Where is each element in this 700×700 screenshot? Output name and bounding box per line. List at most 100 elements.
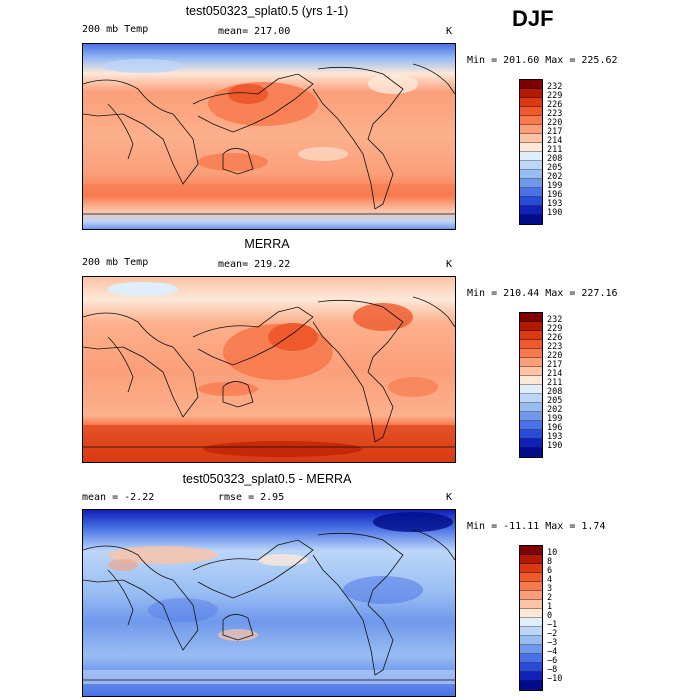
- colorbar-cell: [520, 170, 542, 179]
- colorbar-tick-label: 217: [547, 360, 563, 370]
- panel3-map-svg: [83, 510, 455, 696]
- colorbar-tick-label: 223: [547, 109, 563, 119]
- colorbar-tick-label: 226: [547, 100, 563, 110]
- colorbar-cell: [520, 80, 542, 89]
- panel1-colorbar: [519, 79, 543, 225]
- colorbar-cell: [520, 448, 542, 457]
- colorbar-cell: [520, 546, 542, 555]
- panel1-minmax: Min = 201.60 Max = 225.62: [467, 55, 618, 66]
- colorbar-cell: [520, 430, 542, 439]
- colorbar-tick-label: 0: [547, 611, 553, 621]
- colorbar-cell: [520, 555, 542, 564]
- panel1-variable-label: 200 mb Temp: [82, 24, 149, 35]
- colorbar-cell: [520, 313, 542, 322]
- colorbar-tick-label: 211: [547, 378, 563, 388]
- colorbar-cell: [520, 403, 542, 412]
- colorbar-tick-label: 229: [547, 324, 563, 334]
- colorbar-cell: [520, 358, 542, 367]
- colorbar-tick-label: 208: [547, 387, 563, 397]
- colorbar-cell: [520, 564, 542, 573]
- colorbar-cell: [520, 215, 542, 224]
- colorbar-tick-label: −10: [547, 674, 563, 684]
- colorbar-tick-label: 223: [547, 342, 563, 352]
- colorbar-cell: [520, 376, 542, 385]
- panel1-map-svg: [83, 44, 455, 229]
- panel1-map: [82, 43, 456, 230]
- colorbar-tick-label: 208: [547, 154, 563, 164]
- colorbar-cell: [520, 116, 542, 125]
- colorbar-tick-label: 199: [547, 181, 563, 191]
- colorbar-cell: [520, 654, 542, 663]
- colorbar-tick-label: 2: [547, 593, 553, 603]
- panel2-map-svg: [83, 277, 455, 462]
- colorbar-cell: [520, 412, 542, 421]
- panel2-title: MERRA: [244, 237, 290, 251]
- colorbar-cell: [520, 573, 542, 582]
- colorbar-cell: [520, 179, 542, 188]
- colorbar-tick-label: 205: [547, 396, 563, 406]
- colorbar-tick-label: 199: [547, 414, 563, 424]
- panel3-map: [82, 509, 456, 697]
- colorbar-cell: [520, 439, 542, 448]
- panel1-title: test050323_splat0.5 (yrs 1-1): [185, 4, 349, 18]
- colorbar-cell: [520, 322, 542, 331]
- panel2-map: [82, 276, 456, 463]
- season-label: DJF: [512, 6, 554, 31]
- colorbar-cell: [520, 600, 542, 609]
- colorbar-cell: [520, 645, 542, 654]
- colorbar-cell: [520, 349, 542, 358]
- colorbar-cell: [520, 394, 542, 403]
- colorbar-cell: [520, 385, 542, 394]
- colorbar-tick-label: 220: [547, 118, 563, 128]
- panel3-units: K: [446, 492, 453, 503]
- colorbar-tick-label: −8: [547, 665, 558, 675]
- panel1-coastlines: [83, 63, 455, 215]
- panel3-colorbar: [519, 545, 543, 691]
- colorbar-tick-label: 211: [547, 145, 563, 155]
- panel3-title: test050323_splat0.5 - MERRA: [182, 472, 352, 486]
- colorbar-cell: [520, 636, 542, 645]
- colorbar-tick-label: 229: [547, 91, 563, 101]
- colorbar-cell: [520, 206, 542, 215]
- colorbar-tick-label: 202: [547, 172, 563, 182]
- colorbar-cell: [520, 421, 542, 430]
- colorbar-tick-label: 193: [547, 199, 563, 209]
- panel2-coastlines: [83, 296, 455, 448]
- panel3-minmax: Min = -11.11 Max = 1.74: [467, 521, 606, 532]
- colorbar-cell: [520, 331, 542, 340]
- colorbar-cell: [520, 125, 542, 134]
- colorbar-tick-label: 196: [547, 190, 563, 200]
- colorbar-cell: [520, 681, 542, 690]
- colorbar-cell: [520, 197, 542, 206]
- colorbar-cell: [520, 627, 542, 636]
- colorbar-tick-label: 6: [547, 566, 553, 576]
- panel3-field: [83, 510, 455, 696]
- panel3-mean-label: mean = -2.22: [82, 492, 155, 503]
- colorbar-tick-label: 232: [547, 82, 563, 92]
- colorbar-cell: [520, 367, 542, 376]
- colorbar-cell: [520, 663, 542, 672]
- colorbar-cell: [520, 582, 542, 591]
- colorbar-tick-label: 226: [547, 333, 563, 343]
- colorbar-cell: [520, 98, 542, 107]
- colorbar-tick-label: −2: [547, 629, 558, 639]
- colorbar-cell: [520, 107, 542, 116]
- colorbar-cell: [520, 188, 542, 197]
- colorbar-tick-label: 214: [547, 136, 563, 146]
- colorbar-tick-label: 202: [547, 405, 563, 415]
- panel2-units: K: [446, 259, 453, 270]
- panel3-rmse-label: rmse = 2.95: [218, 492, 285, 503]
- colorbar-tick-label: 8: [547, 557, 553, 567]
- panel2-variable-label: 200 mb Temp: [82, 257, 149, 268]
- colorbar-tick-label: 10: [547, 548, 558, 558]
- panel1-mean-label: mean= 217.00: [218, 26, 291, 37]
- colorbar-tick-label: 190: [547, 208, 563, 218]
- colorbar-cell: [520, 161, 542, 170]
- colorbar-cell: [520, 591, 542, 600]
- colorbar-cell: [520, 89, 542, 98]
- colorbar-tick-label: −6: [547, 656, 558, 666]
- colorbar-tick-label: 3: [547, 584, 553, 594]
- colorbar-cell: [520, 672, 542, 681]
- colorbar-tick-label: −4: [547, 647, 558, 657]
- colorbar-tick-label: 214: [547, 369, 563, 379]
